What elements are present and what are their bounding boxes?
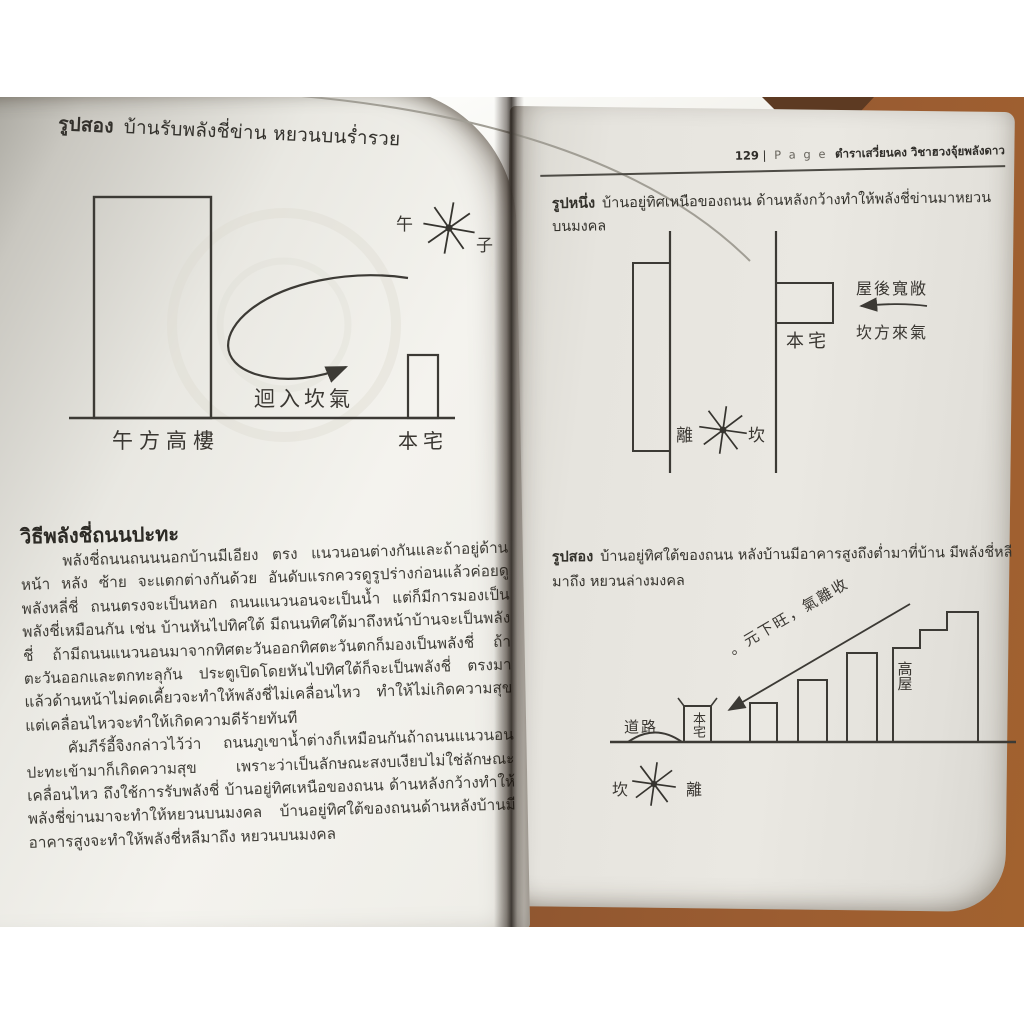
descending-qi-arrow [727,603,911,711]
house-shape [406,353,440,420]
paragraph-1: พลังชี่ถนนถนนนอกบ้านมีเอียง ตรง แนวนอนต่… [20,538,513,735]
open-book-photo: รูปสอง บ้านรับพลังชี่ข่าน หยวนบนร่ำรวย [0,97,1024,927]
figure2-caption: รูปสอง บ้านอยู่ทิศใต้ของถนน หลังบ้านมีอาค… [552,541,1017,596]
building-step-3 [846,652,878,743]
header-page-word: P a g e [773,146,828,162]
tall-stepped-building-shape [892,611,979,743]
compass-label-li: 離 [676,426,693,446]
figure2-caption-label: รูปสอง [551,548,594,566]
house-shape [683,705,712,743]
paragraph-2: คัมภีร์อี้จิงกล่าวไว้ว่า ถนนภูเขาน้ำต่าง… [26,725,517,852]
tall-building-label: 午方高樓 [112,429,220,453]
figure2-lines [610,603,1016,806]
annotation-kan-qi-comes: 坎方來氣 [856,323,929,342]
house-roof-tick-left [677,697,685,707]
figure1-lines [632,231,928,473]
house-label: 本宅 [398,429,448,453]
show-through-ghost-inner [216,257,352,393]
compass-star [699,406,747,454]
page-number: 129 [734,148,760,163]
book-spine-shadow [494,97,524,927]
compass-label-kan: 坎 [748,426,765,446]
compass-label-wu: 午 [396,215,413,235]
compass-label-kan: 坎 [612,780,629,799]
house-label: 本宅 [690,711,705,738]
figure2-diagram-south-of-road: 道路 本宅 高屋 。元下旺，氣離收 坎 離 [588,574,1022,812]
left-diagram-chi-return: 午 子 迴入坎氣 午方高樓 本宅 [56,183,508,471]
arrow-label-hui-ru-kan-qi: 迴入坎氣 [254,387,354,411]
left-figure-title-label: รูปสอง [57,113,115,138]
left-body-text: พลังชี่ถนนถนนนอกบ้านมีเอียง ตรง แนวนอนต่… [20,537,517,855]
annotation-spacious-behind: 屋後寬敞 [856,279,929,298]
incoming-qi-arrow [859,297,928,312]
house-shape [775,282,834,324]
building-step-1 [749,702,778,743]
building-across-road-shape [632,262,671,452]
figure1-caption-label: รูปหนึ่ง [551,195,596,213]
chi-return-arrow [227,274,409,383]
road-hump [627,731,683,743]
compass-label-zi: 子 [476,236,493,256]
building-step-2 [797,679,828,743]
tall-building-label: 高屋 [895,661,914,691]
figure1-diagram-north-of-road: 本宅 屋後寬敞 坎方來氣 離 坎 [590,225,1010,477]
figure2-caption-text: บ้านอยู่ทิศใต้ของถนน หลังบ้านมีอาคารสูงถ… [552,544,1013,591]
road-label: 道路 [624,718,659,736]
show-through-ghost [167,208,401,442]
compass-star [423,202,475,254]
house-label: 本宅 [786,331,830,352]
compass-star [632,762,676,806]
book-title: ตำราเสวี่ยนคง วิชาฮวงจุ้ยพลังดาว [834,143,1006,161]
header-separator: | [762,148,767,163]
left-diagram-lines [69,195,475,442]
house-roof-tick-right [710,697,718,707]
compass-label-li: 離 [686,780,703,799]
